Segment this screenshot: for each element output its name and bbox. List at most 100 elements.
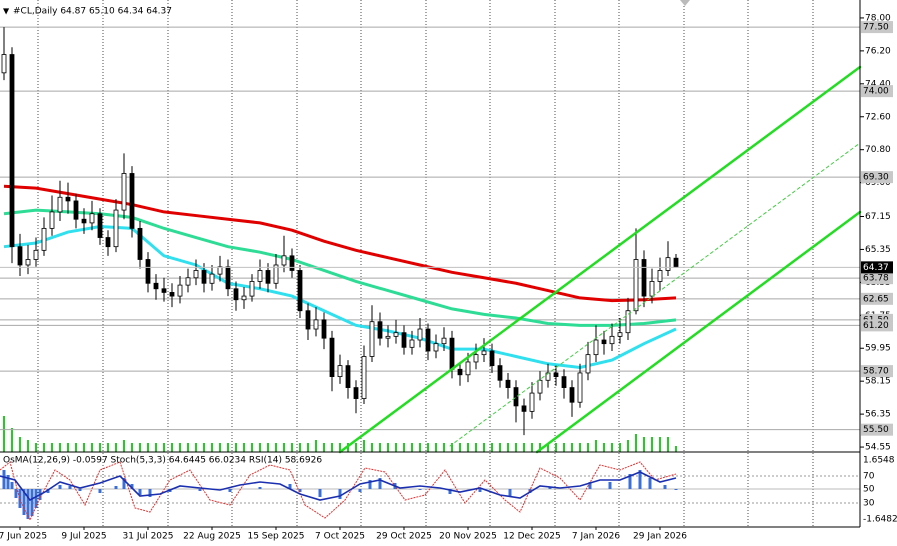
volume-bar xyxy=(387,443,389,452)
candle-body xyxy=(209,273,215,284)
volume-bar xyxy=(371,443,373,452)
volume-bar xyxy=(123,440,125,452)
volume-bar xyxy=(203,443,205,452)
price-panel xyxy=(0,26,860,452)
volume-bar xyxy=(563,443,565,452)
volume-bar xyxy=(451,443,453,452)
candle-body xyxy=(641,259,647,297)
shift-marker[interactable] xyxy=(680,0,690,6)
level-label: 63.78 xyxy=(863,274,889,284)
candle-body xyxy=(601,339,607,345)
volume-bar xyxy=(571,443,573,452)
candle-body xyxy=(217,266,223,275)
y-tick-label: 65.35 xyxy=(865,245,891,255)
candle-body xyxy=(265,270,271,284)
volume-bar xyxy=(467,443,469,452)
volume-bar xyxy=(115,443,117,452)
y-tick-label: 78.00 xyxy=(865,13,891,23)
volume-bar xyxy=(675,446,677,452)
level-label-box xyxy=(861,423,893,436)
volume-bar xyxy=(163,443,165,452)
volume-bar xyxy=(3,416,5,452)
candle-body xyxy=(225,266,231,290)
candle-body xyxy=(673,257,679,268)
volume-bar xyxy=(363,440,365,452)
volume-bar xyxy=(499,443,501,452)
volume-bar xyxy=(403,443,405,452)
volume-bar xyxy=(259,443,261,452)
candle-body xyxy=(433,343,439,352)
volume-bar xyxy=(611,443,613,452)
candle-body xyxy=(489,350,495,367)
candle-body xyxy=(273,264,279,284)
candle-body xyxy=(649,281,655,297)
volume-bar xyxy=(555,443,557,452)
volume-bar xyxy=(147,443,149,452)
volume-bar xyxy=(459,443,461,452)
candle-body xyxy=(441,337,447,345)
volume-bar xyxy=(651,437,653,452)
volume-bar xyxy=(35,443,37,452)
volume-bar xyxy=(83,443,85,452)
candle-body xyxy=(297,270,303,312)
y-tick-label: 54.55 xyxy=(865,443,891,453)
volume-bar xyxy=(427,443,429,452)
candle-body xyxy=(369,321,375,357)
x-tick-label: 22 Aug 2025 xyxy=(183,532,241,542)
y-tick-label: 59.95 xyxy=(865,344,891,354)
candle-body xyxy=(41,227,47,251)
candle-body xyxy=(73,200,79,220)
candle-body xyxy=(377,321,383,339)
candle-body xyxy=(529,392,535,412)
candle-body xyxy=(105,237,111,248)
candle-body xyxy=(169,292,175,297)
volume-bar xyxy=(299,443,301,452)
volume-bar xyxy=(579,443,581,452)
menu-arrow[interactable]: ▼ xyxy=(3,7,10,16)
y-tick-label: 58.15 xyxy=(865,377,891,387)
volume-bar xyxy=(91,443,93,452)
volume-bar xyxy=(379,443,381,452)
volume-bar xyxy=(155,443,157,452)
volume-bar xyxy=(75,443,77,452)
indicator-scale-label: 1.6548 xyxy=(863,456,895,466)
candle-body xyxy=(305,310,311,330)
volume-bar xyxy=(275,443,277,452)
volume-bar xyxy=(547,443,549,452)
level-label: 55.50 xyxy=(863,425,889,435)
candle-body xyxy=(25,259,31,266)
candle-body xyxy=(185,277,191,286)
volume-bar xyxy=(139,443,141,452)
level-label-box xyxy=(861,365,893,378)
indicator-scale-label: 50 xyxy=(863,485,875,495)
volume-bar xyxy=(491,443,493,452)
candle-body xyxy=(145,259,151,284)
candle-body xyxy=(457,368,463,376)
volume-bar xyxy=(235,443,237,452)
candle-body xyxy=(505,379,511,388)
candle-body xyxy=(129,173,135,229)
volume-bar xyxy=(195,443,197,452)
x-tick-label: 29 Oct 2025 xyxy=(376,532,432,542)
x-tick-label: 7 Oct 2025 xyxy=(315,532,365,542)
indicator-scale-label: 30 xyxy=(863,499,875,509)
volume-bar xyxy=(539,443,541,452)
volume-bar xyxy=(283,443,285,452)
volume-bar xyxy=(643,437,645,452)
candle-body xyxy=(81,218,87,224)
level-label-box xyxy=(861,319,893,332)
candle-body xyxy=(553,372,559,378)
volume-bar xyxy=(315,440,317,452)
volume-bar xyxy=(595,440,597,452)
candle-body xyxy=(577,372,583,403)
volume-bar xyxy=(27,440,29,452)
candle-body xyxy=(409,339,415,348)
candle-body xyxy=(617,332,623,337)
volume-bar xyxy=(395,443,397,452)
volume-bar xyxy=(291,443,293,452)
indicator-title: OsMA(12,26,9) -0.0597 Stoch(5,3,3) 64.64… xyxy=(3,456,322,466)
candle-body xyxy=(65,196,71,202)
candle-body xyxy=(473,354,479,363)
x-tick-label: 12 Dec 2025 xyxy=(503,532,561,542)
volume-bar xyxy=(107,443,109,452)
